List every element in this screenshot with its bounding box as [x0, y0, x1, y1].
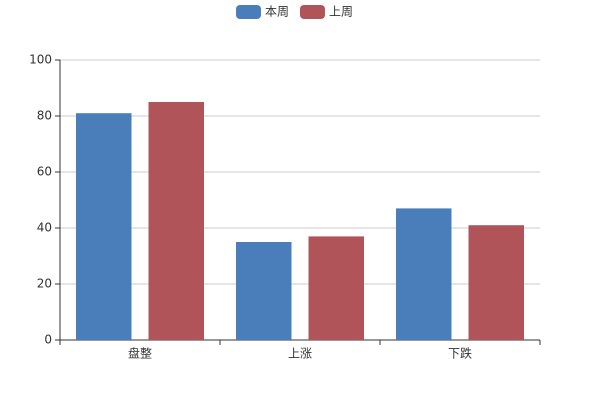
bar — [76, 113, 132, 340]
y-tick-label: 80 — [37, 109, 52, 123]
legend-label[interactable]: 上周 — [329, 5, 353, 19]
x-tick-label: 上涨 — [288, 346, 312, 361]
legend-label[interactable]: 本周 — [265, 5, 289, 19]
y-tick-label: 0 — [44, 333, 52, 347]
y-tick-label: 20 — [37, 277, 52, 291]
bar — [148, 102, 204, 340]
legend-swatch[interactable] — [300, 5, 325, 19]
y-tick-label: 100 — [29, 53, 52, 67]
legend-swatch[interactable] — [236, 5, 261, 19]
y-tick-label: 40 — [37, 221, 52, 235]
bar — [308, 236, 364, 340]
y-tick-label: 60 — [37, 165, 52, 179]
bar — [468, 225, 524, 340]
bar — [396, 208, 452, 340]
x-tick-label: 下跌 — [448, 346, 472, 361]
bar — [236, 242, 292, 340]
x-tick-label: 盘整 — [128, 346, 152, 361]
